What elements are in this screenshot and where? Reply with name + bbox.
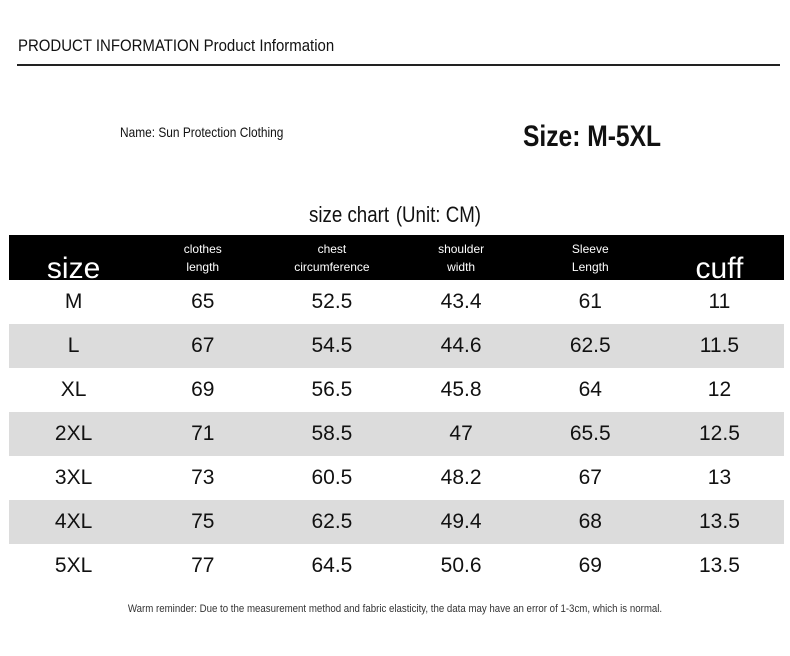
header-cell: clothes length: [138, 235, 267, 280]
product-name: Name: Sun Protection Clothing: [120, 124, 284, 140]
header-row: size clothes length chest circumference shoul…: [9, 235, 784, 285]
unit: (Unit: CM): [395, 202, 482, 227]
header-cell: chest circumference: [267, 235, 396, 280]
header-cell: Sleeve Length: [526, 235, 655, 280]
table-cell: M: [64, 290, 83, 313]
table-row: XL 69 56.5 45.8 64 12: [9, 368, 784, 412]
header-text: circumference: [294, 259, 370, 274]
header-text: length: [186, 259, 220, 274]
table-row: L 67 54.5 44.6 62.5 11.5: [9, 324, 784, 368]
header-text: size: [46, 252, 101, 285]
header-text: Sleeve: [571, 241, 609, 256]
table-cell: 75: [191, 510, 215, 533]
table-cell: 65: [191, 290, 215, 313]
page-title: PRODUCT INFORMATION Product Information: [18, 36, 335, 55]
table-cell: 71: [191, 422, 215, 445]
header-text: width: [447, 259, 476, 274]
chart-title: size chart: [308, 202, 390, 227]
table-cell: 65.5: [569, 422, 611, 445]
table-cell: 50.6: [440, 554, 482, 577]
table-cell: 67: [578, 466, 602, 489]
table-cell: 11.5: [699, 334, 740, 357]
table-cell: 48.2: [440, 466, 482, 489]
table-row: M 65 52.5 43.4 61 11: [9, 280, 784, 324]
table-title: size chart (Unit: CM): [59, 202, 731, 228]
table-row: 4XL 75 62.5 49.4 68 13.5: [9, 500, 784, 544]
product-size: Size: M-5XL: [523, 120, 662, 153]
table-cell: 69: [191, 378, 215, 401]
table-cell: 47: [449, 422, 473, 445]
table-cell: 69: [578, 554, 602, 577]
table-cell: 77: [191, 554, 215, 577]
header-cell: shoulder width: [397, 235, 526, 280]
table-cell: 3XL: [54, 466, 93, 489]
table-cell: 61: [578, 290, 602, 313]
table-cell: 73: [191, 466, 215, 489]
table-cell: 2XL: [54, 422, 93, 445]
table-cell: 56.5: [311, 378, 353, 401]
table-cell: 43.4: [440, 290, 482, 313]
table-cell: 54.5: [311, 334, 353, 357]
table-row: 5XL 77 64.5 50.6 69 13.5: [9, 544, 784, 588]
header-text: cuff: [695, 252, 744, 285]
table-row: 2XL 71 58.5 47 65.5 12.5: [9, 412, 784, 456]
table-cell: 62.5: [569, 334, 611, 357]
footer-note: Warm reminder: Due to the measurement me…: [127, 603, 663, 615]
table-cell: 60.5: [311, 466, 353, 489]
table-cell: 52.5: [311, 290, 353, 313]
size-table: size clothes length chest circumference shoul…: [9, 235, 784, 588]
table-cell: 67: [191, 334, 215, 357]
table-cell: 5XL: [54, 554, 93, 577]
table-cell: 13.5: [699, 510, 740, 533]
table-cell: 12.5: [699, 422, 740, 445]
divider: [17, 64, 780, 66]
table-cell: 45.8: [440, 378, 482, 401]
header-cell: cuff: [655, 235, 784, 285]
table-cell: XL: [60, 378, 87, 401]
table-cell: 58.5: [311, 422, 353, 445]
table-cell: 68: [578, 510, 602, 533]
table-cell: 12: [707, 378, 732, 401]
header-cell: size: [9, 235, 138, 285]
table-cell: 62.5: [311, 510, 353, 533]
table-cell: 64: [578, 378, 602, 401]
table-cell: 49.4: [440, 510, 482, 533]
table-cell: L: [67, 334, 80, 357]
header-text: Length: [571, 259, 609, 274]
table-cell: 44.6: [440, 334, 482, 357]
header-text: chest: [317, 241, 347, 256]
table-cell: 13: [707, 466, 732, 489]
header-text: shoulder: [438, 241, 485, 256]
table-cell: 11: [708, 290, 731, 313]
table-cell: 13.5: [699, 554, 740, 577]
header-text: clothes: [183, 241, 222, 256]
table-cell: 4XL: [54, 510, 93, 533]
table-cell: 64.5: [311, 554, 353, 577]
table-row: 3XL 73 60.5 48.2 67 13: [9, 456, 784, 500]
